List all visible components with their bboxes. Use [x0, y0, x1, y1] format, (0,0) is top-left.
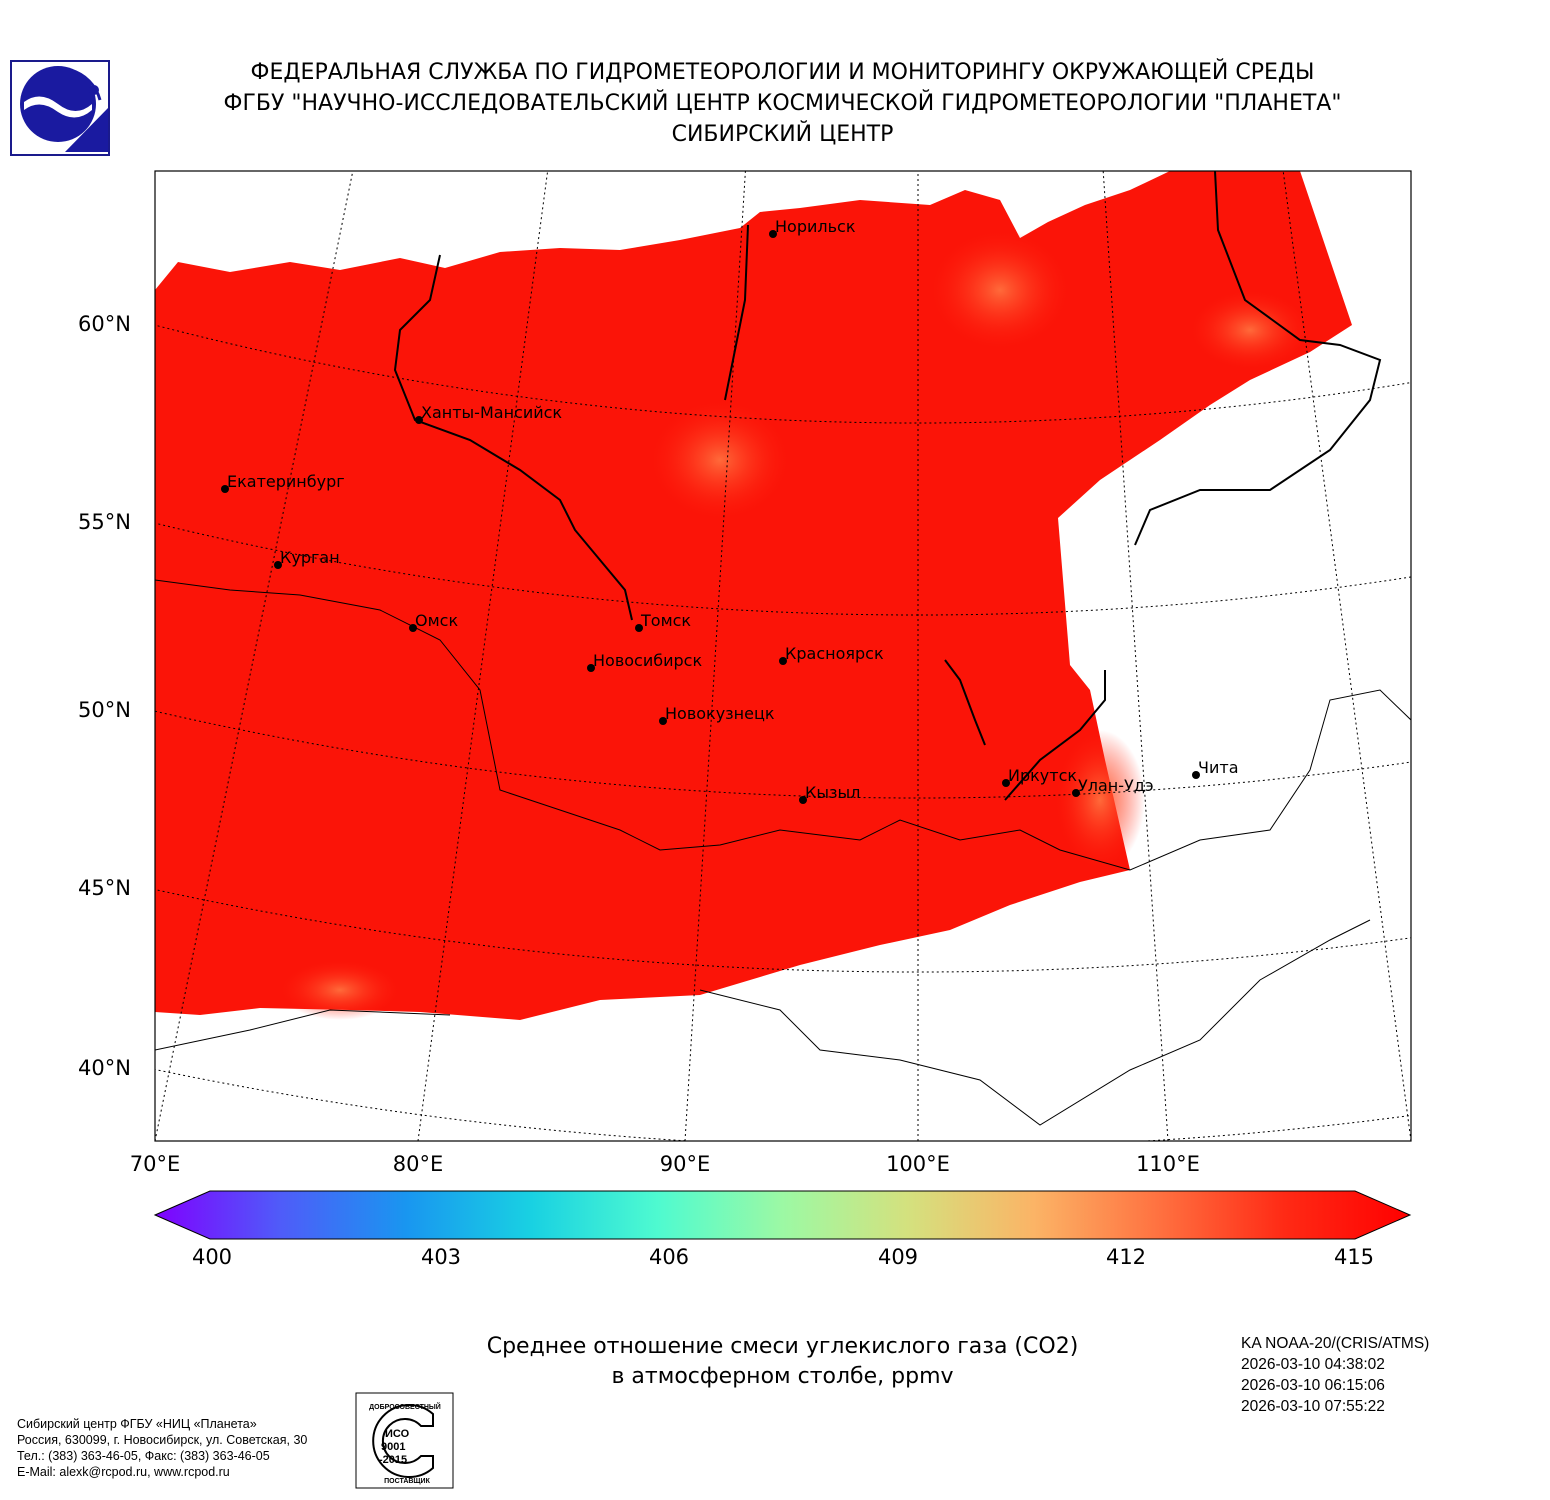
rivers — [393, 171, 1382, 801]
city-label: Курган — [280, 548, 340, 567]
city-marker — [659, 717, 667, 725]
lat-label: 55°N — [78, 510, 131, 534]
map-title: Среднее отношение смеси углекислого газа… — [380, 1332, 1185, 1392]
city-marker — [415, 416, 423, 424]
city-label: Иркутск — [1008, 766, 1077, 785]
header-line-3: СИБИРСКИЙ ЦЕНТР — [671, 122, 894, 147]
header-line-2: ФГБУ "НАУЧНО-ИССЛЕДОВАТЕЛЬСКИЙ ЦЕНТР КОС… — [223, 91, 1342, 116]
footer-contacts: Сибирский центр ФГБУ «НИЦ «Планета» Росс… — [17, 1416, 307, 1480]
lat-label: 60°N — [78, 312, 131, 336]
city-label: Красноярск — [785, 644, 884, 663]
co2-high-blob — [280, 960, 400, 1020]
colorbar-tick: 412 — [1105, 1245, 1147, 1269]
city-marker — [769, 230, 777, 238]
lat-label: 50°N — [78, 698, 131, 722]
header-line-1: ФЕДЕРАЛЬНАЯ СЛУЖБА ПО ГИДРОМЕТЕОРОЛОГИИ … — [250, 60, 1315, 85]
city-label: Улан-Удэ — [1078, 776, 1154, 795]
lat-label: 40°N — [78, 1056, 131, 1080]
meridian-line — [1102, 171, 1169, 1141]
city-marker — [1072, 789, 1080, 797]
co2-high-blob — [1055, 730, 1145, 870]
planeta-logo-icon — [10, 60, 110, 156]
lon-label: 110°E — [1136, 1152, 1200, 1176]
pass-time: 2026-03-10 07:55:22 — [1241, 1398, 1385, 1415]
city-label: Омск — [415, 611, 458, 630]
colorbar-tick: 406 — [648, 1245, 690, 1269]
city-label: Норильск — [775, 217, 856, 236]
pass-time: 2026-03-10 04:38:02 — [1241, 1356, 1385, 1373]
title-line-1: Среднее отношение смеси углекислого газа… — [486, 1334, 1079, 1359]
city-marker — [1002, 779, 1010, 787]
co2-high-blob — [1190, 290, 1310, 370]
lat-label: 45°N — [78, 876, 131, 900]
colorbar-tick: 409 — [877, 1245, 919, 1269]
city-marker — [799, 796, 807, 804]
city-marker — [274, 561, 282, 569]
svg-text:9001: 9001 — [381, 1441, 405, 1453]
map-frame — [154, 170, 1412, 1142]
city-marker — [1192, 771, 1200, 779]
svg-text:ИСО: ИСО — [385, 1428, 410, 1440]
city-label: Новокузнецк — [665, 704, 775, 723]
footer-line: Сибирский центр ФГБУ «НИЦ «Планета» — [17, 1417, 257, 1431]
co2-field — [155, 171, 1352, 1020]
city-label: Томск — [640, 611, 691, 630]
svg-text:-2015: -2015 — [379, 1454, 407, 1466]
title-line-2: в атмосферном столбе, ppmv — [611, 1364, 954, 1389]
svg-text:ПОСТАВЩИК: ПОСТАВЩИК — [384, 1478, 430, 1485]
svg-text:ДОБРОСОВЕСТНЫЙ: ДОБРОСОВЕСТНЫЙ — [369, 1402, 441, 1411]
lon-label: 70°E — [129, 1152, 181, 1176]
city-marker — [587, 664, 595, 672]
city-marker — [635, 624, 643, 632]
footer-line: E-Mail: alexk@rcpod.ru, www.rcpod.ru — [17, 1465, 230, 1479]
colorbar — [153, 1190, 1412, 1240]
city-label: Новосибирск — [593, 651, 702, 670]
footer-line: Тел.: (383) 363-46-05, Факс: (383) 363-4… — [17, 1449, 270, 1463]
satellite-name: KA NOAA-20/(CRIS/ATMS) — [1241, 1335, 1430, 1352]
co2-map: Норильск Ханты-Мансийск Екатеринбург Курган… — [154, 170, 1412, 1142]
lon-label: 100°E — [886, 1152, 950, 1176]
city-label: Чита — [1198, 758, 1239, 777]
borders — [155, 579, 1411, 1126]
iso-badge-icon: ДОБРОСОВЕСТНЫЙ ИСО 9001 -2015 ПОСТАВЩИК — [355, 1392, 454, 1489]
city-label: Екатеринбург — [227, 472, 345, 491]
meridian-line — [684, 171, 746, 1141]
lon-label: 90°E — [659, 1152, 711, 1176]
co2-high-blob — [650, 400, 790, 520]
colorbar-tick: 403 — [420, 1245, 462, 1269]
meridian-line — [1282, 171, 1411, 1141]
meridian-line — [417, 171, 549, 1141]
city-label: Кызыл — [805, 783, 860, 802]
city-marker — [409, 624, 417, 632]
satellite-info: KA NOAA-20/(CRIS/ATMS) 2026-03-10 04:38:… — [1241, 1333, 1429, 1417]
city-marker — [779, 657, 787, 665]
city-label: Ханты-Мансийск — [421, 403, 562, 422]
city-marker — [221, 485, 229, 493]
colorbar-tick: 400 — [191, 1245, 233, 1269]
footer-line: Россия, 630099, г. Новосибирск, ул. Сове… — [17, 1433, 308, 1447]
co2-high-blob — [930, 230, 1070, 350]
colorbar-tick: 415 — [1333, 1245, 1375, 1269]
lon-label: 80°E — [392, 1152, 444, 1176]
pass-time: 2026-03-10 06:15:06 — [1241, 1377, 1385, 1394]
